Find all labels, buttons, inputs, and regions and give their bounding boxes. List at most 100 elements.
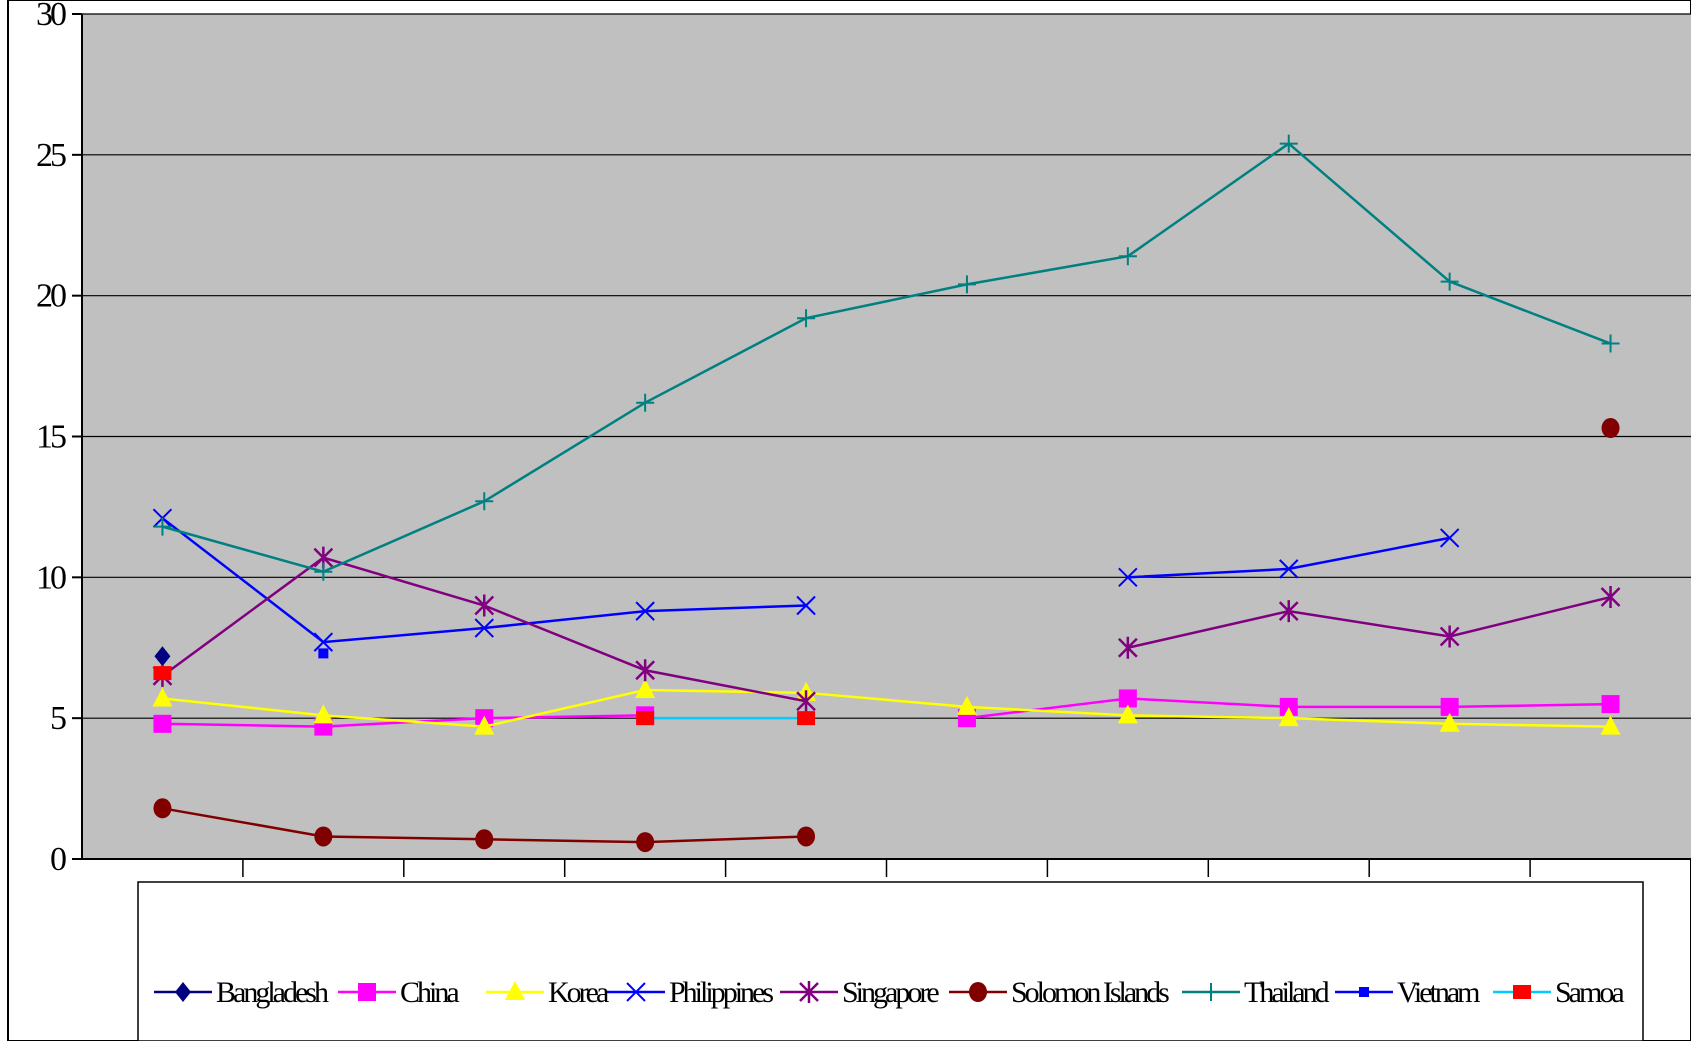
series-line-korea	[162, 688, 1611, 728]
data-point-thailand	[314, 562, 333, 581]
series-thailand	[153, 134, 1620, 581]
legend-marker	[505, 981, 525, 1000]
data-point-thailand	[1118, 247, 1137, 266]
legend-label: Vietnam	[1397, 976, 1480, 1009]
series-line-thailand	[162, 141, 1611, 574]
data-point-philippines	[474, 618, 494, 638]
data-point-china	[1440, 697, 1459, 716]
series-solomon-islands	[153, 418, 1620, 853]
y-tick-label: 30	[36, 0, 66, 33]
legend-item-korea: Korea	[486, 976, 612, 1009]
data-point-solomon-islands	[1601, 418, 1620, 439]
data-point-singapore	[1439, 625, 1460, 648]
legend-item-bangladesh: Bangladesh	[154, 976, 332, 1009]
legend-item-china: China	[338, 976, 462, 1009]
data-point-korea	[1600, 715, 1621, 735]
legend-marker	[1359, 987, 1369, 997]
legend-marker	[1202, 983, 1220, 1001]
y-tick-label: 15	[36, 419, 66, 456]
data-point-china	[1118, 689, 1137, 708]
legend-marker	[626, 982, 646, 1002]
data-point-singapore	[1600, 586, 1621, 609]
legend-item-solomon-islands: Solomon Islands	[949, 976, 1172, 1009]
data-point-singapore	[635, 659, 656, 682]
gridlines	[82, 13, 1691, 719]
series-line-singapore	[1127, 595, 1611, 649]
data-point-vietnam	[318, 648, 329, 659]
data-point-thailand	[475, 492, 494, 511]
data-point-singapore	[796, 690, 816, 713]
data-point-philippines	[1279, 559, 1299, 579]
legend-item-samoa: Samoa	[1493, 976, 1627, 1009]
series-bangladesh	[154, 646, 171, 667]
legend-label: Samoa	[1555, 976, 1624, 1009]
legend-item-thailand: Thailand	[1182, 976, 1333, 1009]
legend-label: Thailand	[1244, 976, 1330, 1009]
data-point-china	[1279, 697, 1298, 716]
legend-label: Solomon Islands	[1011, 976, 1169, 1009]
data-point-solomon-islands	[475, 829, 494, 850]
data-point-thailand	[1440, 272, 1459, 291]
data-point-philippines	[313, 632, 334, 652]
legend: Bangladesh China Korea Philippines Singapore…	[137, 881, 1644, 1042]
legend-marker	[358, 983, 376, 1001]
series-vietnam	[318, 648, 329, 659]
data-point-thailand	[153, 517, 172, 536]
series-philippines	[152, 508, 1460, 652]
legend-item-singapore: Singapore	[780, 976, 942, 1009]
data-point-thailand	[797, 309, 816, 328]
series-singapore	[152, 546, 1621, 713]
legend-label: China	[400, 976, 459, 1009]
data-point-china	[153, 714, 172, 733]
legend-item-vietnam: Vietnam	[1335, 976, 1483, 1009]
data-point-thailand	[957, 275, 976, 294]
data-point-thailand	[1601, 334, 1620, 353]
y-tick-label: 25	[36, 137, 66, 174]
legend-item-philippines: Philippines	[607, 976, 776, 1009]
data-point-korea	[1439, 712, 1460, 732]
series-samoa	[153, 666, 816, 726]
data-point-solomon-islands	[636, 832, 655, 853]
data-point-samoa	[797, 711, 816, 726]
y-tick-label: 0	[50, 841, 66, 878]
data-point-samoa	[636, 711, 655, 726]
legend-label: Singapore	[842, 976, 939, 1009]
data-point-philippines	[1118, 567, 1138, 588]
series-lines	[152, 134, 1621, 853]
data-point-thailand	[636, 393, 655, 412]
data-point-korea	[152, 687, 173, 707]
series-line-china	[162, 714, 646, 728]
y-tick-label: 10	[36, 559, 66, 596]
y-tick-label: 5	[50, 700, 66, 737]
legend-label: Philippines	[669, 976, 773, 1009]
data-point-philippines	[796, 595, 816, 616]
data-point-singapore	[1117, 636, 1138, 659]
data-point-singapore	[1278, 600, 1299, 623]
legend-marker	[1513, 985, 1531, 999]
legend-label: Korea	[548, 976, 609, 1009]
legend-marker	[175, 982, 191, 1002]
data-point-korea	[956, 695, 977, 715]
series-china	[153, 689, 1620, 736]
data-point-korea	[474, 715, 495, 735]
data-point-singapore	[474, 594, 495, 617]
data-point-bangladesh	[154, 646, 171, 667]
data-point-korea	[1278, 707, 1299, 727]
data-point-philippines	[635, 601, 655, 621]
legend-marker	[969, 982, 987, 1002]
y-tick-label: 20	[36, 278, 66, 315]
data-point-korea	[313, 704, 334, 724]
data-point-thailand	[1279, 134, 1298, 153]
data-point-philippines	[1439, 528, 1460, 548]
data-point-korea	[1117, 704, 1138, 724]
data-point-solomon-islands	[314, 826, 333, 847]
data-point-samoa	[153, 666, 172, 681]
data-point-china	[1601, 695, 1620, 714]
legend-box	[137, 881, 1644, 1042]
data-point-solomon-islands	[153, 798, 172, 819]
legend-marker	[799, 981, 819, 1003]
data-point-solomon-islands	[797, 826, 816, 847]
legend-label: Bangladesh	[216, 976, 329, 1009]
